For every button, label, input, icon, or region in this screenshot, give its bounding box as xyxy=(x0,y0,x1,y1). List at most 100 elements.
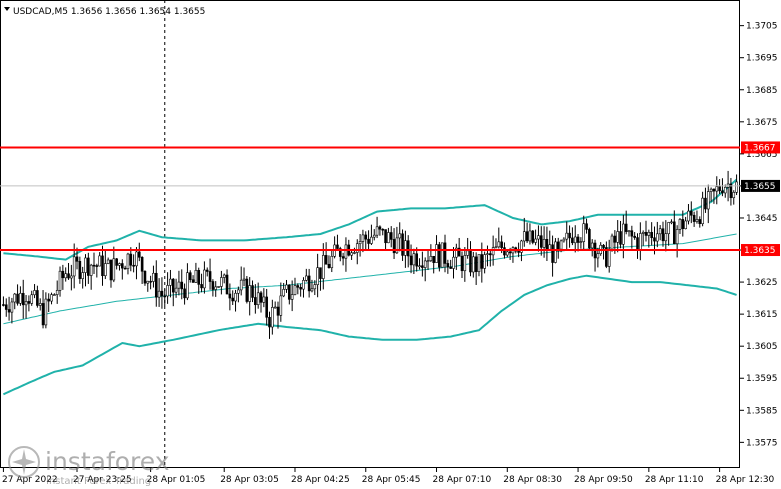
candle-body xyxy=(160,290,164,297)
candle-body xyxy=(319,267,322,279)
candle-body xyxy=(406,240,410,257)
candle-body xyxy=(426,260,430,263)
candle-body xyxy=(474,256,478,272)
candle-body xyxy=(98,255,101,267)
candle-body xyxy=(429,255,433,262)
candle-body xyxy=(607,248,611,267)
candle-body xyxy=(180,281,184,290)
candle-body xyxy=(633,235,636,238)
candle-body xyxy=(687,210,690,222)
candle-body xyxy=(661,228,665,242)
candle-body xyxy=(670,221,673,224)
candle-body xyxy=(401,233,404,256)
plot-area[interactable] xyxy=(0,0,740,468)
candle-body xyxy=(217,286,220,288)
candle-body xyxy=(486,253,489,255)
candle-body xyxy=(288,284,291,300)
x-tick-label: 27 Apr 23:25 xyxy=(73,475,132,485)
y-tick-label: 1.3615 xyxy=(746,310,778,320)
candle-body xyxy=(262,296,266,303)
candle-body xyxy=(225,274,229,295)
candle-body xyxy=(457,247,461,257)
candle-body xyxy=(169,278,172,286)
candle-body xyxy=(494,246,498,249)
candle-body xyxy=(367,238,370,244)
y-tick-label: 1.3595 xyxy=(746,374,778,384)
candle-body xyxy=(279,295,283,316)
collapse-triangle-icon[interactable] xyxy=(4,7,10,11)
candle-body xyxy=(542,238,546,248)
instaforex-logo-icon xyxy=(8,446,40,478)
candle-body xyxy=(118,263,121,266)
candle-body xyxy=(313,284,317,290)
candle-body xyxy=(644,231,648,236)
candle-body xyxy=(126,253,130,269)
candle-body xyxy=(421,265,424,268)
candle-body xyxy=(370,236,373,244)
candle-body xyxy=(137,251,141,258)
candle-body xyxy=(330,255,334,269)
candle-body xyxy=(653,237,656,242)
candle-body xyxy=(129,253,133,266)
candle-body xyxy=(135,251,138,267)
candle-body xyxy=(556,241,560,250)
candle-body xyxy=(321,255,325,279)
candle-body xyxy=(692,214,696,222)
candle-body xyxy=(109,259,113,281)
candle-body xyxy=(517,250,520,253)
y-tick-label: 1.3685 xyxy=(746,86,778,96)
candle-body xyxy=(302,280,305,290)
candle-body xyxy=(505,251,509,256)
candle-body xyxy=(571,237,574,244)
candle-body xyxy=(53,294,56,296)
candle-body xyxy=(10,301,14,313)
candle-body xyxy=(310,288,314,292)
candle-body xyxy=(285,284,288,290)
candle-body xyxy=(163,295,167,298)
candle-body xyxy=(415,253,419,267)
price-axis: 1.3705 1.3695 1.3685 1.3675 1.3665 1.3655 1.36… xyxy=(740,22,780,448)
candle-body xyxy=(503,247,506,256)
candle-body xyxy=(718,186,721,192)
candle-body xyxy=(276,306,280,316)
candle-body xyxy=(44,298,48,326)
candle-body xyxy=(630,230,634,237)
candle-body xyxy=(404,240,407,256)
candle-body xyxy=(140,256,144,272)
y-tick-label: 1.3645 xyxy=(746,214,778,224)
candle-body xyxy=(590,242,594,249)
candle-body xyxy=(559,240,563,250)
candle-body xyxy=(452,256,455,269)
candle-body xyxy=(177,281,181,289)
candle-body xyxy=(446,263,450,268)
candle-body xyxy=(681,219,685,230)
candle-body xyxy=(613,235,617,243)
candle-body xyxy=(605,247,608,267)
candle-body xyxy=(104,263,107,277)
candle-body xyxy=(254,297,257,306)
candle-body xyxy=(585,223,588,230)
candle-body xyxy=(701,197,704,225)
candle-body xyxy=(248,285,251,302)
candle-body xyxy=(528,230,532,242)
candle-body xyxy=(200,284,203,289)
candle-body xyxy=(483,254,486,269)
candle-body xyxy=(19,293,22,304)
candle-body xyxy=(67,273,70,279)
candle-body xyxy=(398,233,402,239)
candle-body xyxy=(624,223,628,232)
candle-body xyxy=(132,264,135,267)
candle-body xyxy=(412,253,416,266)
candle-body xyxy=(55,290,59,295)
candle-body xyxy=(4,304,8,310)
level-price-badge xyxy=(741,244,780,257)
candle-body xyxy=(423,260,427,268)
candle-body xyxy=(449,266,452,269)
candle-body xyxy=(735,181,738,193)
candle-body xyxy=(344,244,348,259)
candle-body xyxy=(112,258,116,281)
candle-body xyxy=(706,191,710,210)
candle-body xyxy=(372,234,376,238)
candle-body xyxy=(95,265,99,267)
